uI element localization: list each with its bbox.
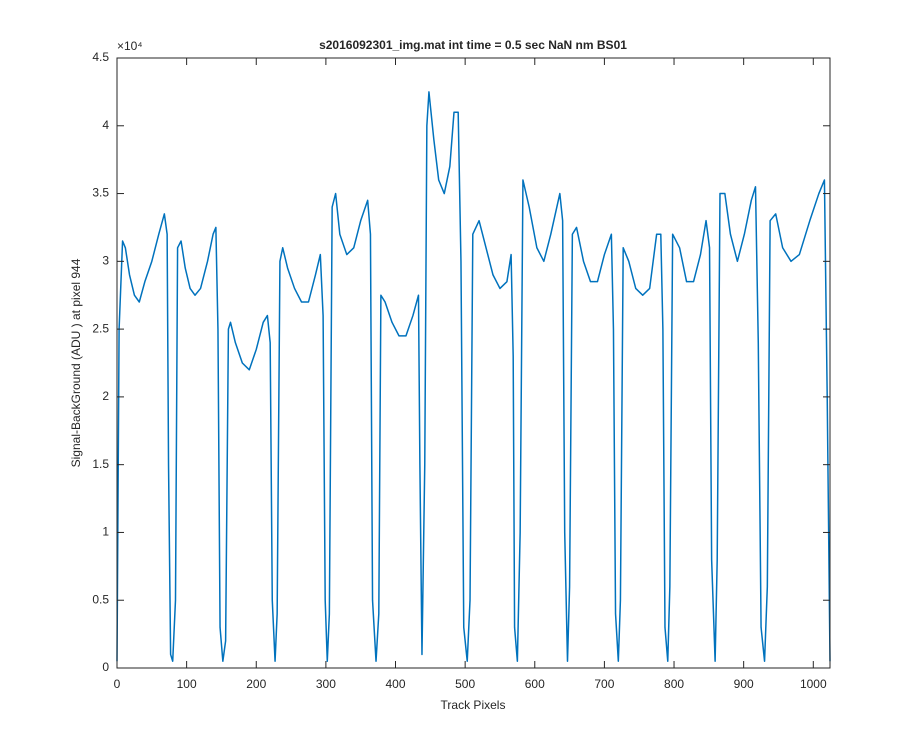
x-tick-label: 300 — [316, 677, 336, 691]
x-tick-label: 200 — [246, 677, 266, 691]
data-line — [116, 91, 831, 662]
chart-title: s2016092301_img.mat int time = 0.5 sec N… — [319, 38, 627, 52]
x-tick-label: 400 — [386, 677, 406, 691]
x-tick-label: 100 — [177, 677, 197, 691]
y-tick-label: 2 — [102, 389, 109, 403]
x-axis-label: Track Pixels — [441, 698, 506, 712]
y-tick-label: 3.5 — [92, 186, 109, 200]
plot-frame — [116, 57, 831, 669]
y-tick-label: 3 — [102, 254, 109, 268]
x-tick-label: 800 — [664, 677, 684, 691]
y-exponent: ×10⁴ — [117, 39, 143, 53]
y-tick-label: 1.5 — [92, 457, 109, 471]
y-tick-label: 2.5 — [92, 321, 109, 335]
y-tick-label: 1 — [102, 525, 109, 539]
y-tick-label: 0 — [102, 660, 109, 674]
x-tick-label: 700 — [594, 677, 614, 691]
x-tick-label: 600 — [525, 677, 545, 691]
y-axis-label: Signal-BackGround (ADU ) at pixel 944 — [69, 258, 83, 467]
y-tick-label: 4.5 — [92, 50, 109, 64]
y-tick-label: 4 — [102, 118, 109, 132]
x-tick-label: 500 — [455, 677, 475, 691]
x-tick-label: 0 — [114, 677, 121, 691]
x-tick-label: 1000 — [800, 677, 827, 691]
y-tick-label: 0.5 — [92, 592, 109, 606]
x-tick-label: 900 — [734, 677, 754, 691]
